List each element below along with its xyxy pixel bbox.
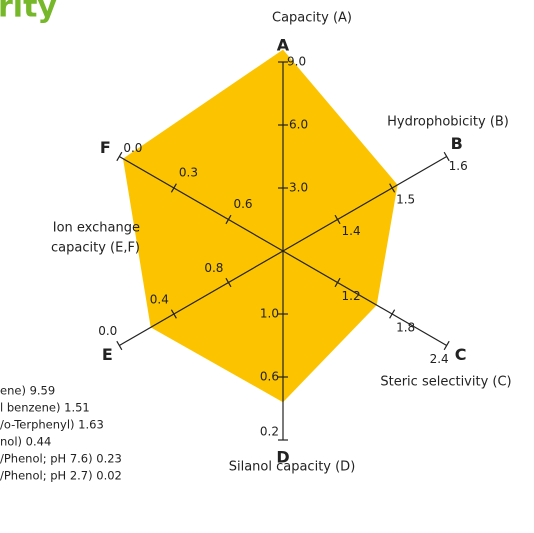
tick-label: 9.0 — [287, 55, 306, 69]
tick-label: 0.6 — [260, 370, 279, 384]
tick-mark — [116, 151, 123, 162]
tick-label: 3.0 — [289, 181, 308, 195]
axis-title: Ion exchange — [53, 221, 140, 236]
axis-title: Steric selectivity (C) — [380, 375, 511, 390]
tick-label: 1.5 — [396, 193, 415, 207]
tick-mark — [443, 151, 450, 162]
legend-note: l benzene) 1.51 — [0, 401, 90, 415]
tick-label: 1.4 — [342, 224, 361, 238]
tick-label: 0.4 — [150, 293, 169, 307]
tick-mark — [334, 214, 341, 225]
tick-mark — [334, 277, 341, 288]
legend-note: nol) 0.44 — [0, 435, 51, 449]
tick-label: 0.3 — [179, 166, 198, 180]
legend-note: /Phenol; pH 2.7) 0.02 — [0, 469, 122, 483]
tick-mark — [225, 214, 232, 225]
axis-letter: C — [455, 345, 467, 364]
tick-label: 0.0 — [98, 324, 117, 338]
tick-label: 0.0 — [123, 141, 142, 155]
legend-note: ene) 9.59 — [0, 384, 55, 398]
tick-label: 2.4 — [430, 352, 449, 366]
axis-line — [119, 155, 284, 252]
axis-title: Capacity (A) — [272, 11, 352, 26]
axis-letter: A — [277, 36, 290, 55]
tick-label: 0.2 — [260, 425, 279, 439]
legend-note: /o-Terphenyl) 1.63 — [0, 418, 104, 432]
axis-letter: D — [276, 448, 289, 467]
axis-title: capacity (E,F) — [51, 241, 140, 256]
axis-title: Hydrophobicity (B) — [387, 115, 509, 130]
axis-letter: E — [102, 345, 113, 364]
legend-note: /Phenol; pH 7.6) 0.23 — [0, 452, 122, 466]
tick-label: 1.2 — [342, 289, 361, 303]
tick-label: 6.0 — [289, 118, 308, 132]
axis-letter: F — [100, 138, 111, 157]
tick-mark — [443, 340, 450, 351]
tick-label: 0.8 — [204, 261, 223, 275]
tick-mark — [389, 183, 396, 193]
tick-label: 1.0 — [260, 307, 279, 321]
data-area — [123, 49, 398, 403]
tick-mark — [225, 277, 232, 288]
axis-title: Silanol capacity (D) — [229, 460, 356, 475]
tick-label: 0.6 — [233, 197, 252, 211]
tick-label: 1.6 — [449, 159, 468, 173]
tick-label: 1.8 — [396, 321, 415, 335]
tick-mark — [389, 309, 396, 319]
tick-mark — [170, 309, 177, 319]
axis-line — [282, 250, 447, 347]
axis-line — [119, 250, 284, 347]
axis-letter: B — [451, 134, 463, 153]
chart-title: rity — [0, 0, 57, 25]
tick-mark — [170, 183, 177, 193]
tick-mark — [116, 340, 123, 351]
axis-line — [282, 155, 447, 252]
